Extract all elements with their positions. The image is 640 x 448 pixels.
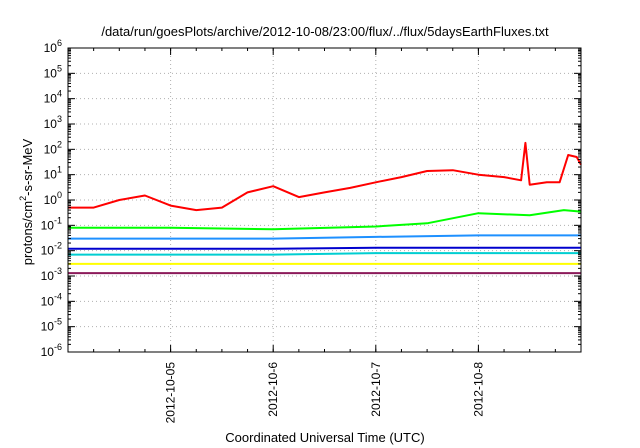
- y-tick-base: 10: [44, 142, 58, 156]
- x-tick-label: 2012-10-05: [164, 362, 178, 424]
- y-tick-base: 10: [41, 294, 55, 308]
- y-tick-exponent: -2: [54, 241, 62, 251]
- y-tick-exponent: 1: [57, 165, 62, 175]
- y-tick-base: 10: [41, 244, 55, 258]
- series-line-2: [68, 209, 582, 231]
- series-line-1: [68, 141, 582, 212]
- x-tick-label: 2012-10-8: [471, 362, 485, 417]
- y-tick-label: 10-3: [41, 266, 62, 283]
- series-layer: [68, 141, 582, 275]
- y-tick-exponent: 5: [57, 63, 62, 73]
- y-tick-label: 104: [44, 89, 62, 106]
- y-axis-title: protons/cm2-s-sr-MeV: [18, 138, 35, 265]
- series-line-4: [68, 252, 581, 256]
- y-tick-labels: 10610510410310210110010-110-210-310-410-…: [41, 38, 62, 359]
- y-axis-title-superscript: 2: [18, 196, 28, 201]
- y-tick-label: 102: [44, 139, 62, 156]
- y-tick-exponent: 3: [57, 114, 62, 124]
- y-tick-base: 10: [44, 117, 58, 131]
- y-tick-exponent: 0: [57, 190, 62, 200]
- y-tick-exponent: -6: [54, 342, 62, 352]
- y-tick-base: 10: [41, 218, 55, 232]
- y-tick-base: 10: [44, 193, 58, 207]
- y-tick-base: 10: [44, 66, 58, 80]
- y-tick-label: 106: [44, 38, 62, 55]
- y-tick-exponent: -3: [54, 266, 62, 276]
- x-axis-title: Coordinated Universal Time (UTC): [225, 430, 424, 445]
- y-tick-base: 10: [41, 320, 55, 334]
- axis-ticks: [67, 47, 582, 353]
- x-tick-label: 2012-10-6: [266, 362, 280, 417]
- y-axis-title-prefix: protons/cm: [20, 201, 35, 265]
- y-tick-label: 10-5: [41, 317, 62, 334]
- y-tick-label: 10-6: [41, 342, 62, 359]
- y-tick-exponent: 2: [57, 139, 62, 149]
- y-tick-exponent: 4: [57, 89, 62, 99]
- y-tick-label: 101: [44, 165, 62, 182]
- y-tick-label: 10-4: [41, 291, 62, 308]
- chart-title: /data/run/goesPlots/archive/2012-10-08/2…: [101, 24, 549, 39]
- y-tick-exponent: -1: [54, 215, 62, 225]
- x-tick-labels: 2012-10-05 2012-10-6 2012-10-7 2012-10-8: [164, 362, 486, 424]
- y-tick-label: 100: [44, 190, 62, 207]
- y-tick-exponent: -5: [54, 317, 62, 327]
- y-axis-title-suffix: -s-sr-MeV: [20, 138, 35, 195]
- y-tick-exponent: -4: [54, 291, 62, 301]
- y-tick-base: 10: [41, 345, 55, 359]
- y-tick-label: 105: [44, 63, 62, 80]
- y-tick-base: 10: [44, 92, 58, 106]
- y-tick-base: 10: [44, 168, 58, 182]
- y-tick-base: 10: [44, 41, 58, 55]
- y-tick-label: 103: [44, 114, 62, 131]
- y-tick-label: 10-1: [41, 215, 62, 232]
- y-tick-label: 10-2: [41, 241, 62, 258]
- y-tick-exponent: 6: [57, 38, 62, 48]
- chart-grid: [68, 48, 581, 352]
- x-tick-label: 2012-10-7: [369, 362, 383, 417]
- series-line-3: [68, 234, 581, 240]
- y-tick-base: 10: [41, 269, 55, 283]
- series-line-5: [68, 246, 581, 250]
